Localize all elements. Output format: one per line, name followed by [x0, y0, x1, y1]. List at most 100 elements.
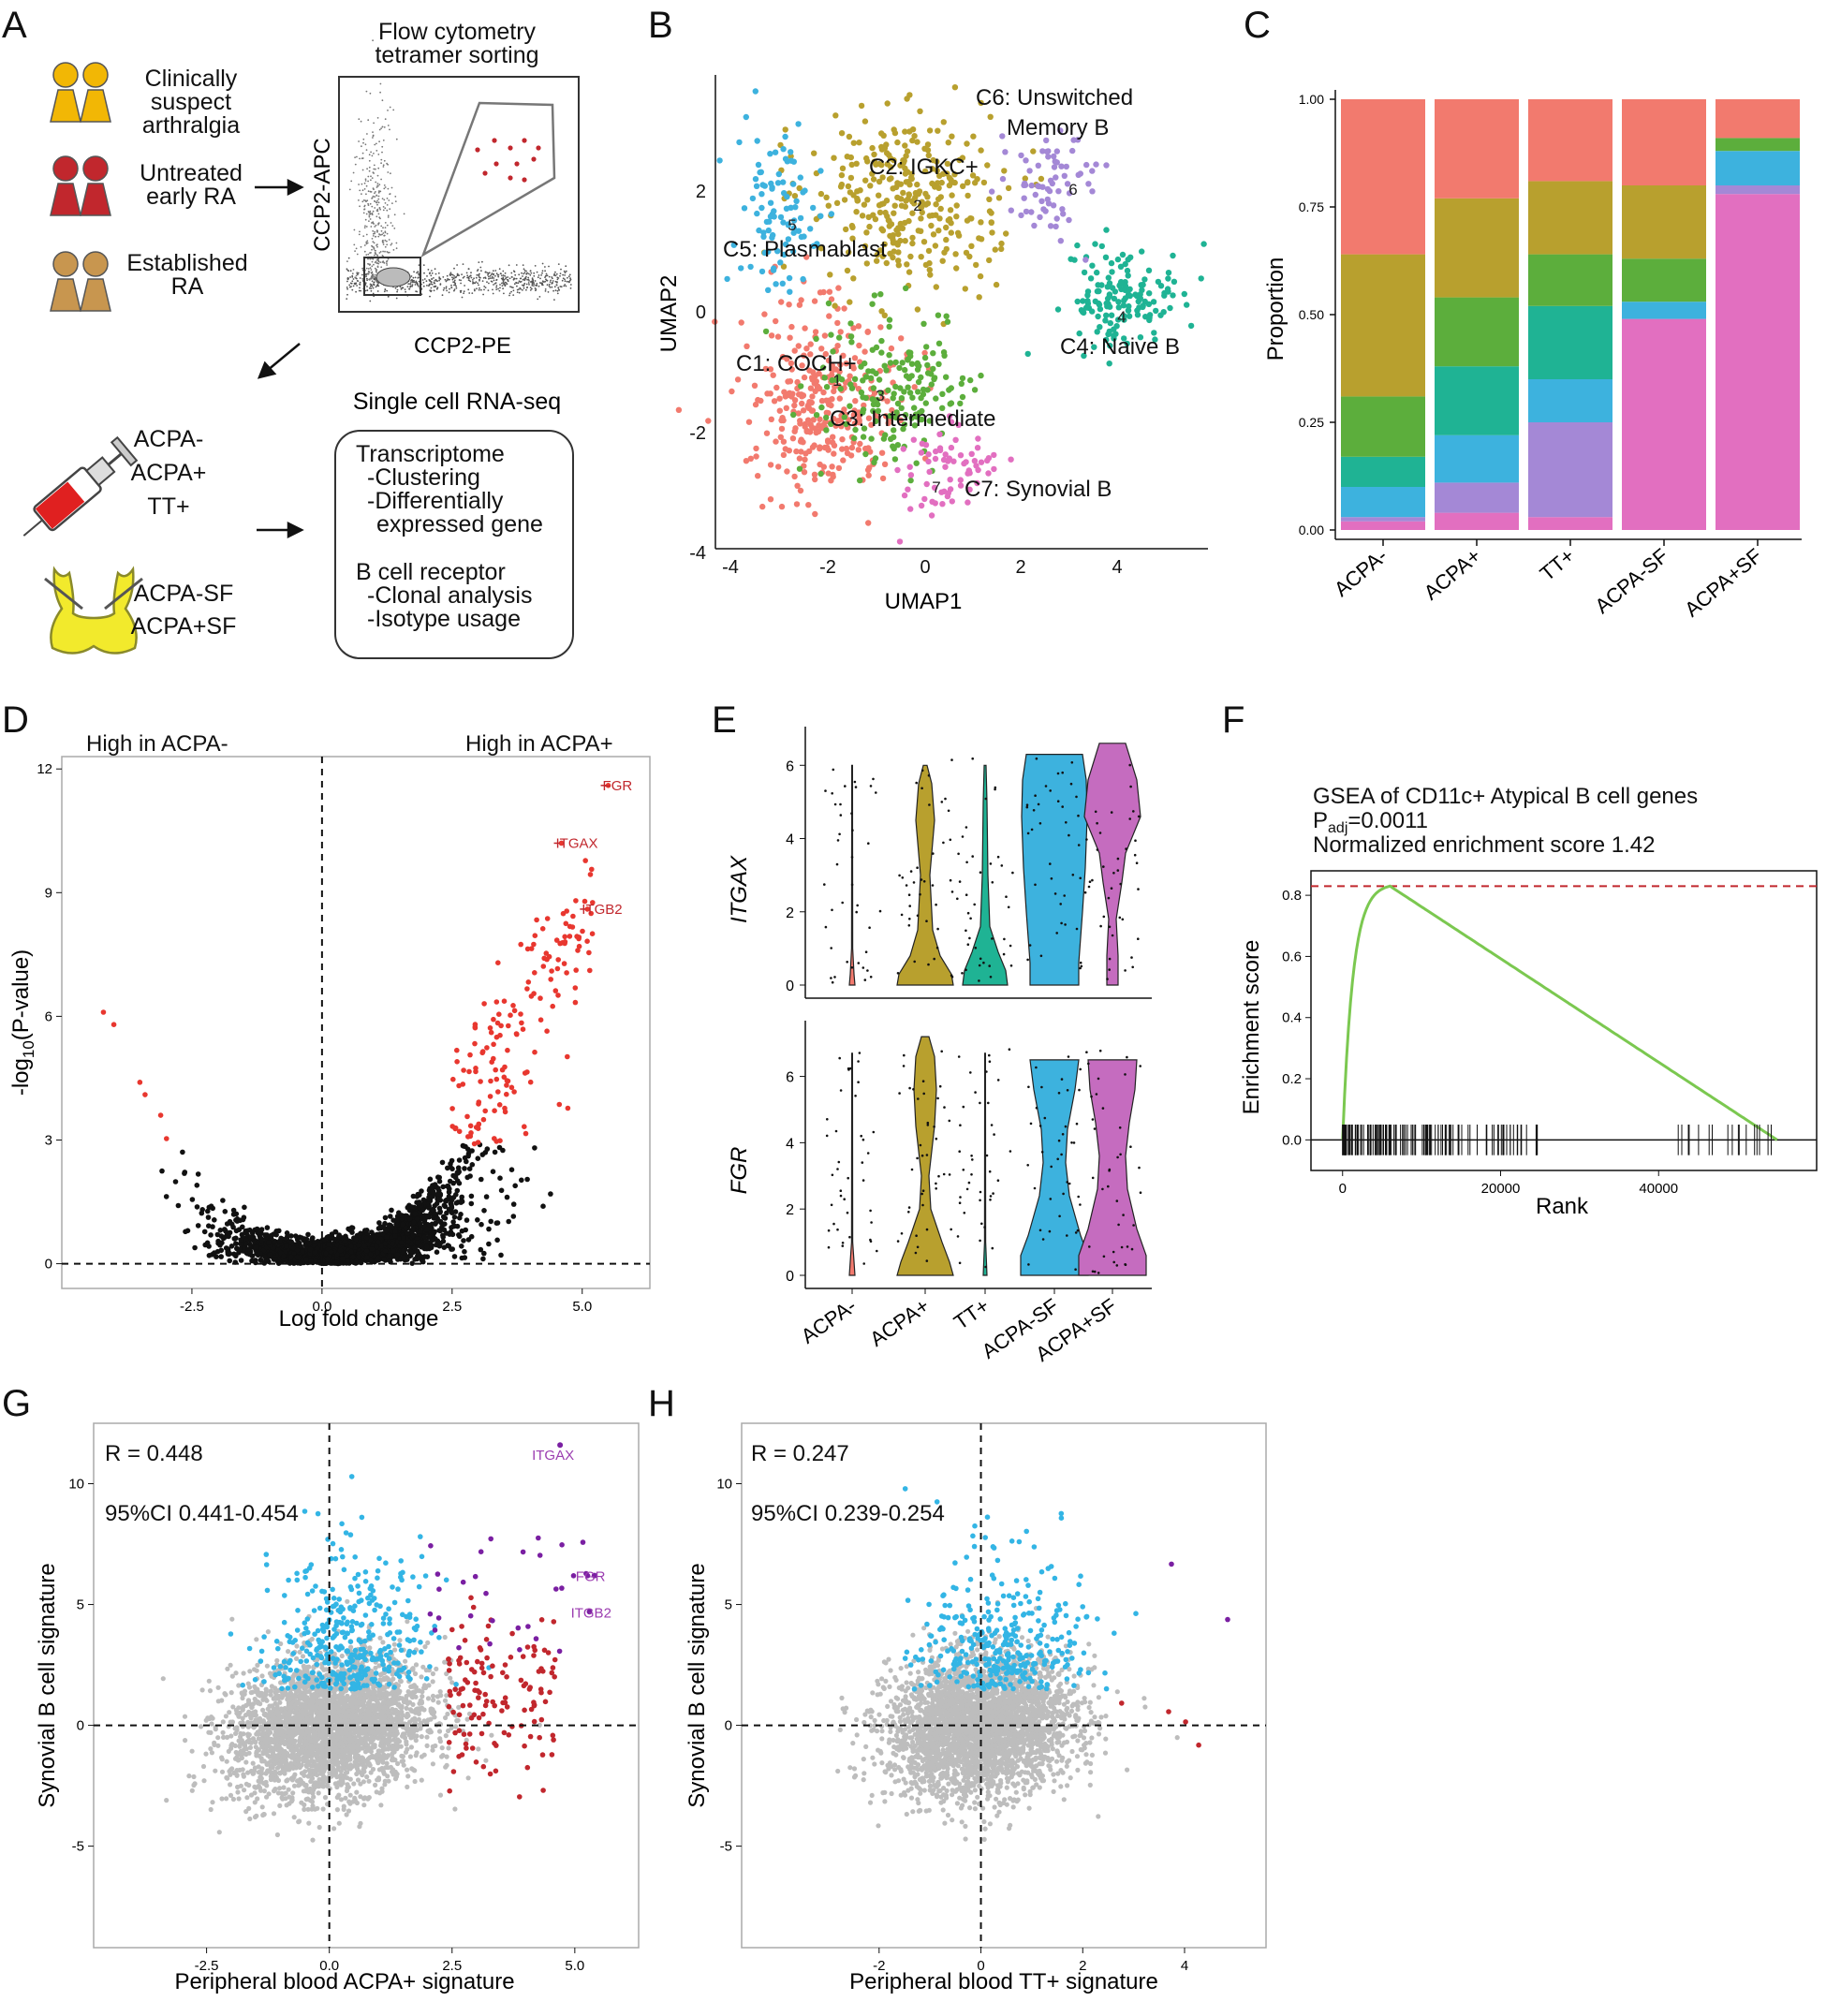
box-line-transcriptome: Transcriptome: [356, 441, 505, 467]
umap-cell-dot: [1102, 317, 1109, 324]
flow-event: [358, 140, 360, 142]
volcano-point: [508, 1167, 515, 1172]
flow-event: [376, 245, 378, 248]
umap-cell-dot: [768, 416, 774, 422]
umap-cell-dot: [898, 202, 906, 209]
flow-event: [373, 172, 375, 174]
umap-cell-dot: [866, 223, 873, 230]
flow-event: [372, 287, 375, 289]
umap-cell-dot: [946, 387, 952, 393]
flow-event: [527, 282, 530, 284]
volcano-point: [450, 1219, 456, 1225]
umap-cell-dot: [957, 477, 964, 483]
flow-event: [510, 286, 513, 288]
volcano-point: [465, 1237, 472, 1243]
flow-event: [484, 287, 487, 288]
flow-event: [445, 287, 448, 289]
flow-event: [373, 284, 376, 287]
volcano-point: [234, 1245, 240, 1252]
umap-xlabel: UMAP1: [885, 589, 963, 614]
flow-event: [569, 284, 572, 286]
flow-event: [494, 282, 497, 284]
flow-event: [376, 199, 378, 202]
umap-cell-dot: [886, 352, 892, 359]
flow-sorted-event: [531, 156, 537, 162]
volcano-point: [512, 1183, 518, 1189]
umap-cell-dot: [747, 455, 754, 462]
flow-event: [501, 274, 503, 277]
volcano-point: [479, 1221, 484, 1228]
umap-cell-dot: [809, 393, 816, 400]
umap-cell-dot: [986, 196, 993, 202]
flow-event: [455, 285, 457, 287]
umap-cell-dot: [738, 319, 744, 326]
volcano-point: [189, 1197, 196, 1202]
volcano-point: [442, 1221, 448, 1227]
flow-event: [528, 284, 530, 286]
umap-cell-dot: [800, 275, 806, 283]
umap-cell-dot: [795, 121, 802, 127]
flow-event: [365, 241, 368, 243]
flow-event: [353, 243, 356, 246]
flow-event: [361, 169, 364, 171]
umap-cell-dot: [838, 171, 846, 179]
umap-cell-dot: [797, 418, 803, 424]
umap-cell-dot: [741, 205, 748, 212]
umap-cell-dot: [891, 202, 898, 209]
umap-cell-dot: [797, 174, 803, 181]
flow-event: [472, 281, 474, 283]
umap-cell-dot: [891, 248, 897, 255]
volcano-point: [408, 1204, 415, 1210]
umap-cell-dot: [859, 213, 866, 219]
umap-cell-dot: [1119, 251, 1127, 258]
umap-cell-dot: [800, 407, 807, 414]
bar-segment-cluster-4: [1528, 305, 1612, 379]
umap-cell-dot: [774, 333, 782, 340]
umap-cell-dot: [1117, 263, 1125, 270]
flow-event: [500, 272, 502, 275]
flow-event: [538, 282, 541, 284]
umap-cell-dot: [811, 471, 818, 478]
flow-event: [520, 280, 523, 283]
flow-event: [372, 241, 375, 243]
volcano-point: [194, 1204, 200, 1210]
flow-event: [458, 274, 460, 276]
flow-title-2: tetramer sorting: [375, 42, 538, 68]
flow-event: [413, 281, 416, 284]
volcano-point-significant: [556, 1101, 563, 1108]
umap-cell-dot: [800, 189, 806, 196]
volcano-point: [240, 1216, 246, 1223]
flow-event: [381, 125, 384, 128]
flow-event: [367, 272, 370, 275]
flow-event: [555, 272, 558, 275]
flow-event: [372, 221, 375, 224]
umap-cell-dot: [884, 213, 891, 220]
flow-event: [369, 267, 372, 270]
umap-cell-dot: [782, 126, 788, 133]
flow-event: [502, 280, 505, 283]
flow-event: [379, 217, 381, 220]
umap-cell-dot: [868, 421, 875, 428]
flow-event: [365, 254, 368, 256]
umap-cell-dot: [850, 140, 857, 146]
flow-event: [349, 286, 351, 288]
umap-cell-dot: [1035, 162, 1042, 169]
volcano-point: [400, 1221, 405, 1228]
volcano-point: [195, 1171, 201, 1177]
flow-event: [380, 225, 383, 228]
umap-cell-dot: [862, 177, 869, 184]
umap-cell-dot: [871, 390, 878, 396]
volcano-point: [492, 1149, 498, 1155]
flow-event: [372, 187, 375, 190]
umap-cell-dot: [797, 438, 804, 445]
flow-event: [442, 276, 445, 278]
flow-event: [403, 213, 405, 215]
flow-event: [416, 281, 418, 284]
flow-event: [495, 279, 497, 281]
flow-event: [556, 281, 558, 283]
volcano-point: [415, 1193, 420, 1199]
flow-event: [351, 280, 354, 283]
flow-event: [402, 287, 405, 289]
umap-cell-dot: [791, 347, 798, 354]
umap-cell-dot: [907, 477, 914, 484]
